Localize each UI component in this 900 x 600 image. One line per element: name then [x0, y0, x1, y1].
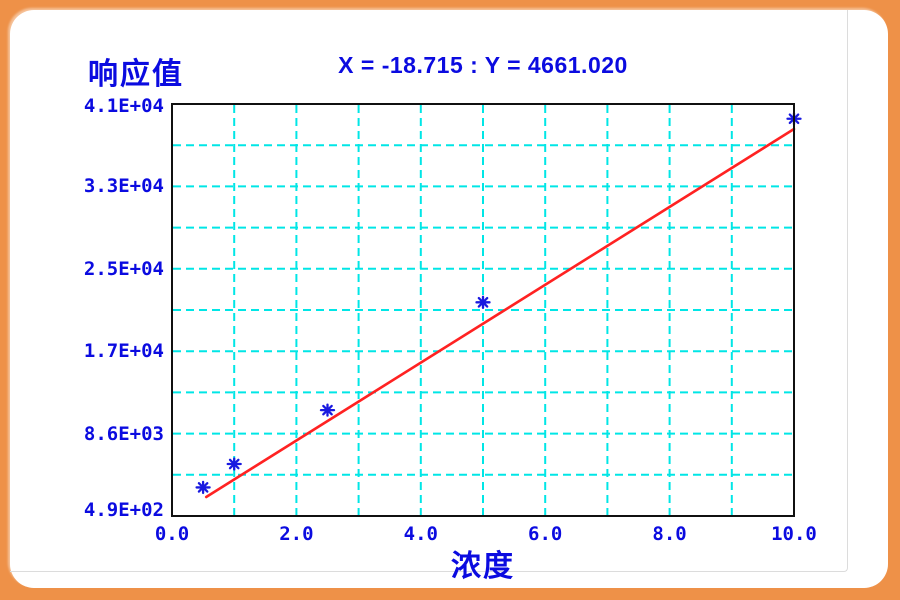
chart-panel: [10, 10, 848, 572]
